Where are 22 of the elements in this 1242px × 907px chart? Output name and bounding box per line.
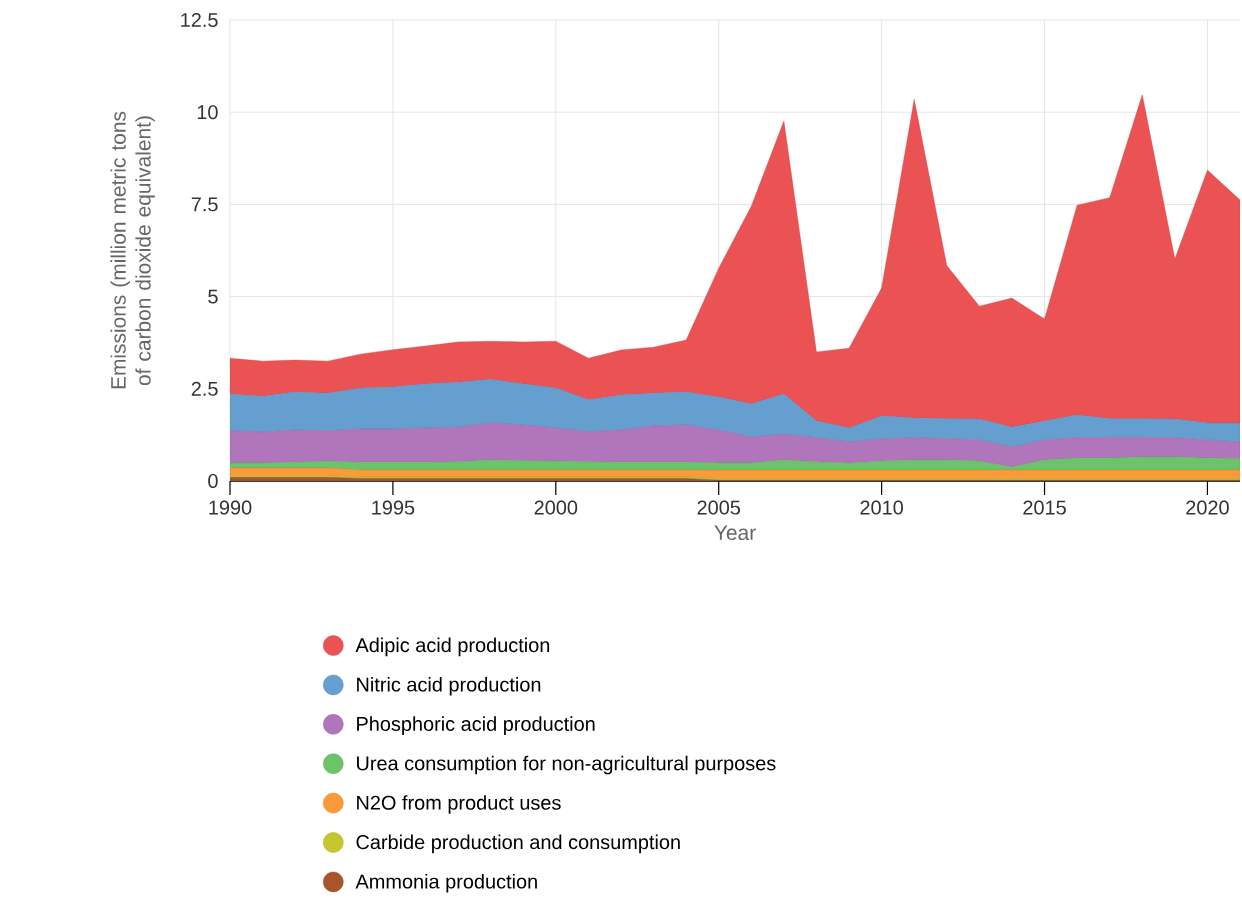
x-tick-label: 1995 (372, 500, 415, 515)
legend-label: Adipic acid production (355, 637, 550, 657)
legend-label: Carbide production and consumption (356, 834, 680, 854)
x-tick-label: 2020 (1186, 500, 1229, 515)
x-axis-title: Year (714, 525, 756, 541)
y-tick-label: 0 (208, 473, 218, 489)
x-tick-label: 2000 (534, 500, 578, 515)
x-tick-label: 1990 (209, 500, 252, 515)
y-axis-title: Emissions (million metric tons of carbon dioxide equivalent) (110, 111, 155, 389)
y-tick-label: 12.5 (181, 12, 218, 28)
x-tick-label: 2010 (860, 500, 903, 515)
legend-label: Phosphoric acid production (357, 716, 595, 735)
legend-label: Ammonia production (355, 873, 537, 893)
y-tick-label: 2.5 (191, 381, 218, 396)
legend-label: N2O from product uses (357, 795, 561, 814)
legend-label: Nitric acid production (357, 676, 541, 696)
x-tick-label: 2005 (697, 500, 741, 515)
legend-label: Urea consumption for non-agricultural purposes (357, 755, 776, 775)
y-tick-label: 7.5 (191, 197, 218, 212)
y-tick-label: 5 (208, 289, 218, 304)
y-tick-label: 10 (197, 105, 218, 120)
x-tick-label: 2015 (1023, 500, 1066, 515)
